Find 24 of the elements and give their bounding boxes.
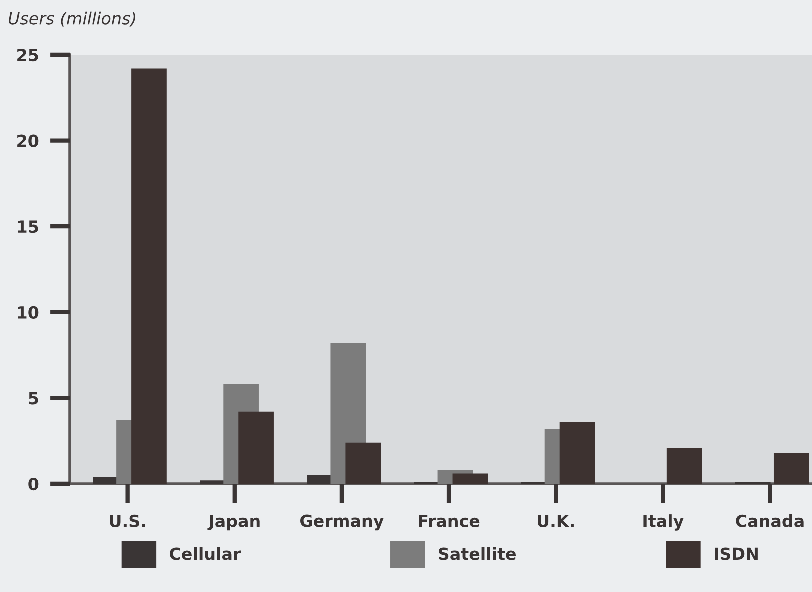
- x-tick-label: France: [419, 515, 480, 528]
- y-tick-label: 20: [18, 134, 39, 148]
- y-axis-title: Users (millions): [8, 12, 136, 27]
- bar: [774, 453, 810, 484]
- x-tick-label: U.K.: [538, 515, 574, 528]
- x-tick-label: Canada: [736, 514, 804, 528]
- x-tick-label: U.S.: [110, 514, 146, 528]
- y-tick-label: 5: [29, 392, 38, 405]
- y-tick-label: 25: [18, 48, 38, 62]
- legend-label: ISDN: [715, 548, 758, 560]
- x-tick-label: Germany: [300, 514, 384, 531]
- bar: [132, 68, 167, 484]
- y-tick-label: 0: [28, 478, 39, 491]
- y-tick-label: 15: [18, 220, 38, 234]
- bar: [238, 412, 274, 484]
- y-tick-label: 10: [18, 306, 39, 319]
- bar: [346, 442, 382, 484]
- bar: [666, 448, 702, 484]
- legend-label: Satellite: [439, 547, 516, 560]
- legend-label: Cellular: [170, 547, 242, 560]
- bar: [452, 474, 488, 484]
- x-tick-label: Japan: [208, 515, 260, 531]
- x-tick-label: Italy: [644, 514, 684, 531]
- bar: [560, 422, 596, 484]
